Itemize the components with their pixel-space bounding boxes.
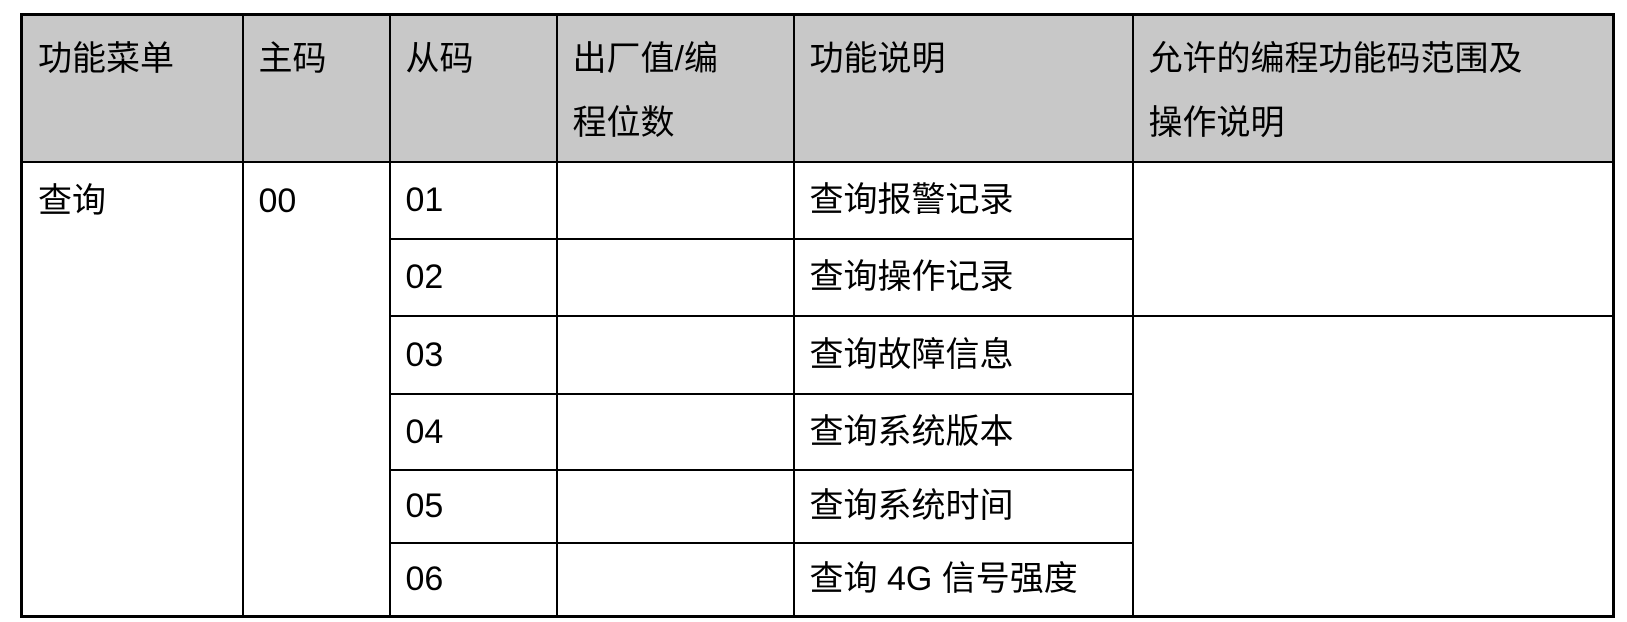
header-cell-description: 功能说明 <box>792 13 1134 163</box>
cell-factory-value <box>555 468 795 544</box>
cell-description: 查询 4G 信号强度 <box>792 541 1134 618</box>
cell-factory-value <box>555 160 795 240</box>
header-cell-function-menu: 功能菜单 <box>20 13 244 163</box>
cell-main-code: 00 <box>241 160 391 618</box>
cell-description: 查询故障信息 <box>792 314 1134 395</box>
cell-sub-code: 01 <box>388 160 558 240</box>
cell-sub-code: 03 <box>388 314 558 395</box>
cell-factory-value <box>555 314 795 395</box>
cell-description: 查询系统版本 <box>792 392 1134 471</box>
table-row: 05 查询系统时间 <box>22 468 1614 544</box>
table-row: 04 查询系统版本 <box>22 392 1614 471</box>
cell-factory-value <box>555 237 795 317</box>
table-row: 02 查询操作记录 <box>22 237 1614 317</box>
table-row: 06 查询 4G 信号强度 <box>22 541 1614 618</box>
function-code-table: 功能菜单 主码 从码 出厂值/编 程位数 功能说明 允许的编程功能码范围及 操作… <box>20 13 1615 618</box>
cell-sub-code: 04 <box>388 392 558 471</box>
header-row: 功能菜单 主码 从码 出厂值/编 程位数 功能说明 允许的编程功能码范围及 操作… <box>20 13 1615 163</box>
header-cell-range-notes: 允许的编程功能码范围及 操作说明 <box>1131 13 1615 163</box>
cell-description: 查询系统时间 <box>792 468 1134 544</box>
cell-function-menu: 查询 <box>20 160 244 618</box>
table-row: 03 查询故障信息 <box>22 314 1615 618</box>
cell-sub-code: 06 <box>388 541 558 618</box>
cell-sub-code: 02 <box>388 237 558 317</box>
cell-range-notes <box>1131 314 1615 618</box>
table-row: 查询 00 01 查询报警记录 <box>20 160 1615 618</box>
cell-range-notes <box>1131 160 1615 317</box>
cell-factory-value <box>555 392 795 471</box>
header-cell-main-code: 主码 <box>241 13 391 163</box>
header-cell-factory-value: 出厂值/编 程位数 <box>555 13 795 163</box>
cell-factory-value <box>555 541 795 618</box>
cell-description: 查询报警记录 <box>792 160 1134 240</box>
header-cell-sub-code: 从码 <box>388 13 558 163</box>
cell-sub-code: 05 <box>388 468 558 544</box>
cell-description: 查询操作记录 <box>792 237 1134 317</box>
